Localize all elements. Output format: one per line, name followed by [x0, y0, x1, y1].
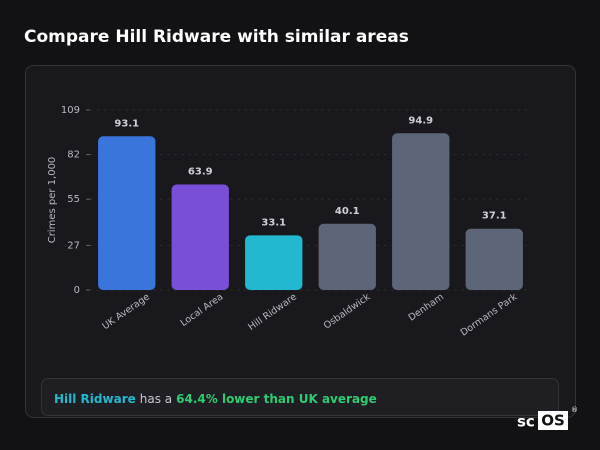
value-label: 33.1	[261, 217, 286, 228]
bar	[98, 136, 156, 290]
logo-prefix: sc	[517, 413, 535, 431]
y-tick-label: 0	[74, 285, 80, 296]
y-tick-label: 55	[67, 194, 80, 205]
value-label: 94.9	[408, 115, 433, 126]
bar	[171, 184, 229, 290]
logo-boxed: OS	[541, 412, 565, 430]
page-title: Compare Hill Ridware with similar areas	[24, 27, 409, 47]
y-axis-label: Crimes per 1,000	[47, 157, 58, 244]
value-label: 93.1	[114, 118, 139, 129]
logo-box	[538, 411, 568, 430]
y-tick-label: 109	[61, 105, 80, 116]
value-label: 63.9	[188, 166, 213, 177]
summary-text: Hill Ridware has a 64.4% lower than UK ave…	[54, 392, 377, 406]
y-tick-label: 82	[67, 150, 80, 161]
summary-connector: has a	[140, 392, 172, 406]
bar	[465, 228, 523, 290]
bar	[245, 235, 303, 290]
logo: sc OS ®	[517, 406, 578, 431]
y-tick-label: 27	[67, 240, 80, 251]
summary-area: Hill Ridware	[54, 392, 136, 406]
bar	[318, 223, 376, 290]
bar	[392, 133, 450, 290]
logo-mark: ®	[571, 406, 578, 414]
value-label: 40.1	[335, 206, 360, 217]
summary-highlight: 64.4% lower than UK average	[176, 392, 377, 406]
summary-box	[41, 378, 559, 416]
value-label: 37.1	[482, 211, 507, 222]
